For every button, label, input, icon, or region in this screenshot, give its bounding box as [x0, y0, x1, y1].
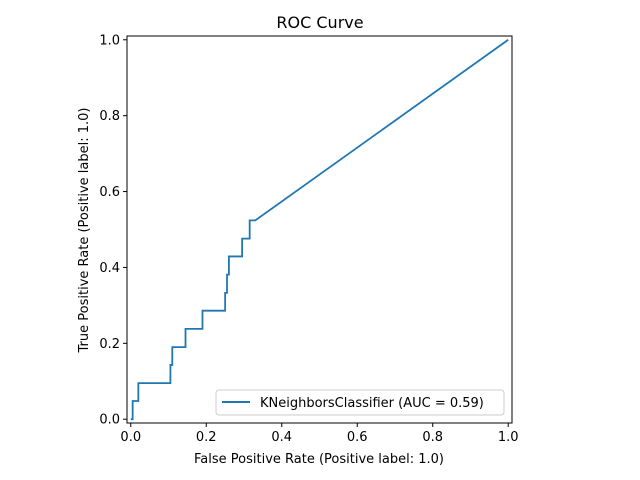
x-tick-label: 0.4 — [271, 430, 292, 445]
y-tick-label: 1.0 — [99, 33, 120, 48]
roc-series-line — [130, 39, 509, 421]
legend: KNeighborsClassifier (AUC = 0.59) — [215, 389, 505, 416]
y-tick-label: 0.4 — [99, 261, 120, 276]
x-tick-label: 1.0 — [498, 430, 519, 445]
x-tick-label: 0.8 — [422, 430, 443, 445]
y-tick-label: 0.2 — [99, 337, 120, 352]
axis-ticks: 0.0 0.2 0.4 0.6 0.8 1.0 0.0 0.2 0.4 0.6 0.8 1.0 — [99, 33, 518, 445]
x-tick-label: 0.0 — [120, 430, 141, 445]
x-tick-label: 0.6 — [347, 430, 368, 445]
plot-area — [130, 39, 509, 421]
x-tick-label: 0.2 — [196, 430, 217, 445]
y-tick-label: 0.6 — [99, 185, 120, 200]
y-tick-label: 0.8 — [99, 109, 120, 124]
plot-frame — [126, 35, 513, 424]
y-tick-label: 0.0 — [99, 413, 120, 428]
legend-label: KNeighborsClassifier (AUC = 0.59) — [260, 396, 484, 411]
legend-box — [215, 389, 505, 416]
x-axis-label: False Positive Rate (Positive label: 1.0… — [194, 452, 444, 467]
y-axis-label: True Positive Rate (Positive label: 1.0) — [77, 108, 92, 354]
chart-title: ROC Curve — [276, 13, 363, 32]
